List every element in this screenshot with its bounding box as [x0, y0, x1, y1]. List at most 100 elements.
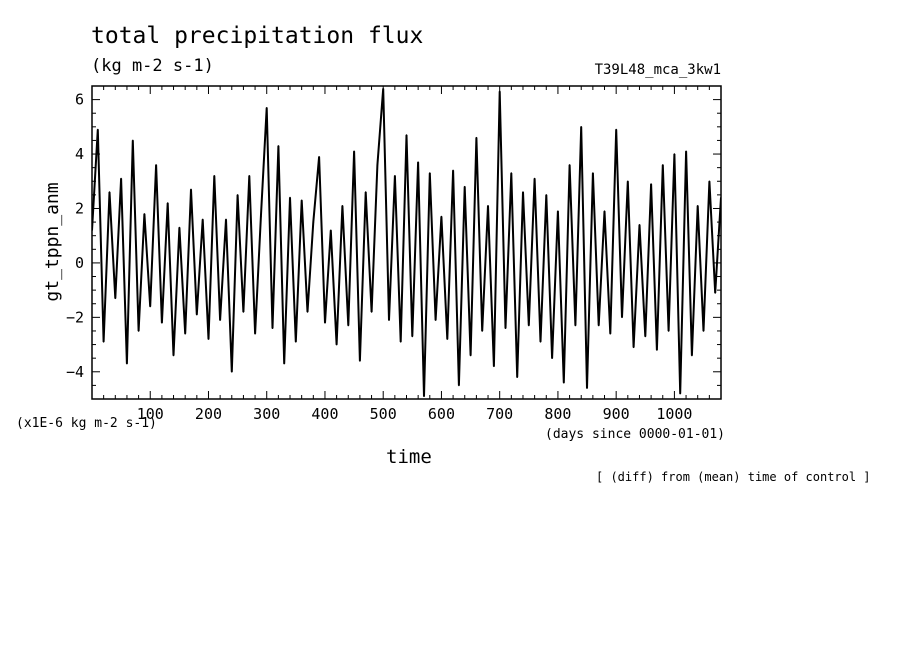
data-point	[207, 338, 210, 340]
x-tick-label: 500	[370, 405, 397, 423]
data-point	[149, 305, 151, 308]
data-point	[545, 194, 548, 196]
data-point	[114, 297, 117, 300]
data-point	[417, 161, 419, 163]
data-point	[662, 164, 664, 166]
x-tick-label: 700	[486, 405, 513, 423]
data-point	[667, 330, 670, 332]
data-point	[528, 324, 530, 327]
data-point	[359, 360, 361, 362]
data-point	[504, 327, 507, 330]
data-point	[539, 341, 542, 343]
data-point	[399, 341, 402, 343]
data-point	[178, 226, 181, 229]
y-tick-label: −4	[66, 363, 84, 381]
data-point	[219, 319, 221, 321]
data-point	[132, 139, 134, 142]
x-unit-label: (days since 0000-01-01)	[545, 427, 726, 442]
data-point	[120, 177, 122, 180]
data-point	[242, 311, 245, 313]
data-point	[627, 180, 629, 183]
data-point	[312, 221, 315, 223]
data-point	[440, 215, 443, 218]
x-tick-label: 300	[253, 405, 280, 423]
x-axis-title: time	[386, 446, 432, 468]
data-point	[364, 191, 367, 193]
data-point	[563, 381, 565, 384]
data-point	[603, 210, 606, 212]
data-point	[143, 213, 146, 215]
data-point	[557, 210, 559, 212]
chart-title: total precipitation flux	[91, 23, 424, 49]
data-point	[475, 136, 478, 139]
y-unit-label: (x1E-6 kg m-2 s-1)	[16, 416, 157, 431]
y-axis-title: gt_tppn_anm	[42, 182, 63, 302]
x-tick-label: 200	[195, 405, 222, 423]
x-tick-label: 800	[544, 405, 571, 423]
data-point	[271, 327, 274, 330]
data-point	[644, 335, 647, 338]
data-point	[318, 156, 320, 158]
data-point	[673, 153, 676, 155]
data-point	[330, 229, 332, 232]
data-point	[609, 332, 612, 335]
data-point	[574, 324, 577, 327]
data-point	[702, 330, 705, 332]
data-point	[102, 341, 105, 343]
data-point	[231, 371, 233, 373]
comparison-note: [ (diff) from (mean) time of control ]	[596, 470, 871, 484]
data-point	[184, 332, 186, 335]
data-point	[108, 191, 111, 193]
data-point	[568, 164, 571, 166]
data-point	[632, 346, 635, 349]
data-point	[656, 349, 658, 351]
data-point	[201, 218, 204, 221]
x-tick-label: 1000	[656, 405, 692, 423]
data-point	[533, 177, 536, 180]
data-point	[126, 362, 128, 365]
data-point	[452, 169, 454, 172]
x-tick-label: 400	[311, 405, 338, 423]
data-point	[277, 145, 280, 147]
data-point	[306, 311, 309, 313]
data-point	[458, 384, 460, 387]
x-tick-label: 600	[428, 405, 455, 423]
data-point	[394, 175, 396, 177]
data-point	[516, 376, 518, 379]
data-point	[254, 332, 256, 335]
data-point	[370, 311, 373, 313]
y-tick-label: 0	[75, 254, 84, 272]
data-point	[685, 150, 687, 153]
data-point	[161, 322, 163, 324]
data-point	[638, 224, 641, 226]
data-point	[260, 215, 262, 218]
data-point	[487, 205, 489, 207]
data-point	[423, 395, 425, 398]
data-point	[137, 330, 140, 332]
data-point	[592, 172, 594, 174]
data-point	[714, 292, 716, 294]
data-point	[248, 175, 251, 177]
data-point	[341, 205, 344, 207]
data-point	[586, 387, 588, 389]
data-point	[172, 354, 175, 357]
data-point	[615, 128, 617, 131]
data-point	[429, 172, 431, 174]
data-point	[650, 183, 652, 185]
data-point	[283, 362, 286, 365]
data-point	[510, 172, 513, 174]
experiment-label: T39L48_mca_3kw1	[594, 62, 721, 78]
x-tick-label: 100	[137, 405, 164, 423]
data-point	[621, 316, 623, 319]
data-point	[236, 194, 239, 196]
x-tick-label: 900	[603, 405, 630, 423]
data-point	[265, 107, 268, 109]
data-point	[295, 341, 297, 343]
data-point	[300, 199, 303, 202]
data-point	[696, 205, 699, 207]
data-point	[213, 175, 216, 177]
data-point	[97, 128, 99, 131]
data-point	[155, 164, 157, 166]
data-point	[388, 319, 390, 321]
data-point	[324, 322, 326, 324]
